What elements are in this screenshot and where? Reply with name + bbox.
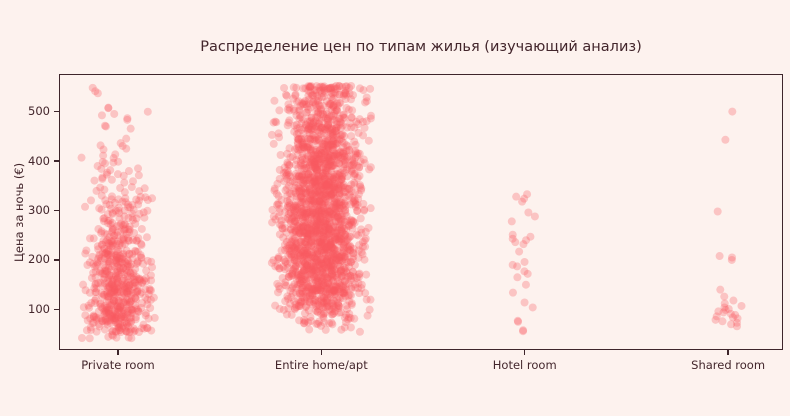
x-category-label: Private room [81, 358, 155, 372]
y-tick-label: 400 [28, 153, 50, 168]
y-tick-mark [54, 308, 60, 311]
y-tick-label: 100 [28, 301, 50, 316]
y-tick-label: 200 [28, 252, 50, 267]
y-tick-label: 300 [28, 203, 50, 218]
x-tick-mark [320, 349, 323, 355]
y-tick-mark [54, 209, 60, 212]
y-tick-mark [54, 160, 60, 162]
x-category-label: Shared room [691, 358, 766, 372]
x-tick-mark [727, 349, 729, 355]
x-tick-mark [117, 349, 119, 355]
y-tick-mark [54, 110, 60, 113]
y-tick-label: 500 [28, 104, 50, 119]
x-category-label: Hotel room [492, 358, 557, 372]
chart-title: Распределение цен по типам жилья (изучаю… [200, 39, 642, 55]
x-tick-mark [524, 349, 526, 355]
y-tick-mark [54, 259, 60, 261]
x-category-label: Entire home/apt [274, 358, 368, 372]
scatter-points-layer [60, 75, 782, 349]
